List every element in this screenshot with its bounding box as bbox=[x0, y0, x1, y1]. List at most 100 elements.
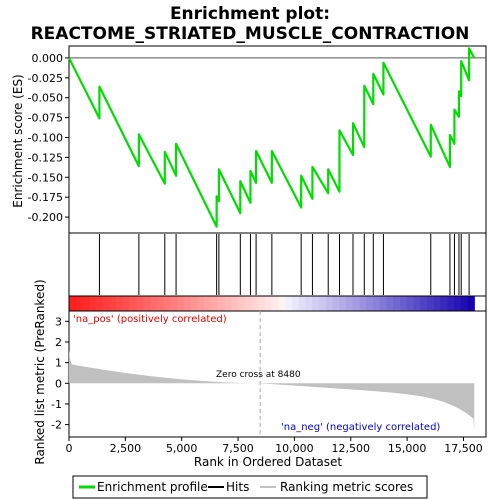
heat-segment bbox=[298, 296, 307, 311]
heat-segment bbox=[399, 296, 408, 311]
heat-segment bbox=[183, 296, 192, 311]
heat-segment bbox=[426, 296, 435, 311]
es-y-axis-label: Enrichment score (ES) bbox=[11, 74, 25, 207]
legend-box bbox=[72, 475, 428, 499]
metric-frame bbox=[68, 310, 487, 438]
metric-y-tick-label: -1 bbox=[51, 398, 62, 411]
heat-segment bbox=[345, 296, 354, 311]
heat-segment bbox=[372, 296, 381, 311]
heat-segment bbox=[447, 296, 455, 311]
heat-segment bbox=[258, 296, 266, 311]
ranked-metric-panel: 3 2 1 0 -1 -2 0 2,500 5,000 7,500 10,000 12,500 15,0… bbox=[51, 310, 487, 455]
neg-correlated-label: 'na_neg' (negatively correlated) bbox=[281, 422, 440, 433]
heat-segment bbox=[420, 296, 428, 311]
heat-segment bbox=[177, 296, 185, 311]
heat-segment bbox=[264, 296, 273, 311]
x-tick-label: 5,000 bbox=[166, 442, 198, 455]
heat-segment bbox=[352, 296, 361, 311]
heat-segment bbox=[102, 296, 111, 311]
rank-heatmap-bar bbox=[68, 295, 487, 312]
heat-segment bbox=[271, 296, 279, 311]
heat-segment bbox=[244, 296, 252, 311]
heat-segment bbox=[278, 296, 286, 311]
heat-segment bbox=[210, 296, 219, 311]
heat-segment bbox=[332, 296, 340, 311]
zero-cross-label: Zero cross at 8480 bbox=[216, 370, 301, 380]
metric-y-tick-label: 0 bbox=[55, 377, 62, 390]
heat-segment bbox=[318, 296, 327, 311]
chart-title-line1: Enrichment plot: bbox=[170, 4, 330, 24]
es-y-tick-label: -0.200 bbox=[28, 211, 63, 224]
heat-segment bbox=[163, 296, 171, 311]
metric-y-tick-label: -2 bbox=[51, 419, 62, 432]
hits-panel bbox=[68, 232, 487, 297]
heat-segment bbox=[123, 296, 131, 311]
heat-segment bbox=[454, 296, 462, 311]
heat-segment bbox=[325, 296, 334, 311]
x-tick-label: 17,500 bbox=[444, 442, 483, 455]
metric-y-tick-label: 2 bbox=[55, 336, 62, 349]
heat-segment bbox=[291, 296, 300, 311]
metric-y-tick-label: 1 bbox=[55, 357, 62, 370]
heat-segment bbox=[75, 296, 84, 311]
legend-label-enrichment-profile: Enrichment profile bbox=[97, 480, 208, 494]
enrichment-profile-line bbox=[68, 47, 476, 228]
heat-segment bbox=[170, 296, 178, 311]
x-axis-label: Rank in Ordered Dataset bbox=[194, 455, 342, 469]
heat-segment bbox=[379, 296, 388, 311]
es-y-tick-label: -0.025 bbox=[28, 72, 63, 85]
heat-segment bbox=[386, 296, 394, 311]
heat-segment bbox=[156, 296, 165, 311]
heat-segment bbox=[406, 296, 415, 311]
heat-segment bbox=[359, 296, 367, 311]
heat-segment bbox=[143, 296, 151, 311]
pos-correlated-label: 'na_pos' (positively correlated) bbox=[73, 314, 227, 325]
heat-segment bbox=[460, 296, 469, 311]
heat-segment bbox=[339, 296, 347, 311]
es-plot-frame bbox=[68, 45, 487, 234]
heat-segment bbox=[150, 296, 158, 311]
heat-segment bbox=[204, 296, 212, 311]
x-tick-label: 7,500 bbox=[222, 442, 254, 455]
heat-segment bbox=[305, 296, 313, 311]
x-tick-label: 10,000 bbox=[275, 442, 314, 455]
heat-segment bbox=[197, 296, 205, 311]
heat-segment bbox=[237, 296, 246, 311]
heat-segment bbox=[190, 296, 198, 311]
legend-label-hits: Hits bbox=[226, 480, 249, 494]
es-y-tick-label: 0.000 bbox=[32, 52, 64, 65]
es-y-tick-label: -0.175 bbox=[28, 191, 63, 204]
heat-segment bbox=[116, 296, 124, 311]
heat-segment bbox=[69, 296, 77, 311]
heat-segment bbox=[393, 296, 401, 311]
heat-segment bbox=[217, 296, 225, 311]
heat-segment bbox=[467, 296, 475, 311]
heat-segment bbox=[231, 296, 239, 311]
heat-segment bbox=[129, 296, 138, 311]
es-y-tick-label: -0.150 bbox=[28, 171, 63, 184]
heat-segment bbox=[440, 296, 448, 311]
heat-segment bbox=[96, 296, 104, 311]
legend: Enrichment profile Hits Ranking metric s… bbox=[72, 475, 428, 499]
heat-segment bbox=[413, 296, 421, 311]
heat-segment bbox=[89, 296, 97, 311]
x-tick-label: 15,000 bbox=[388, 442, 427, 455]
heat-segment bbox=[312, 296, 320, 311]
heat-segment bbox=[82, 296, 90, 311]
hits-frame bbox=[68, 232, 487, 297]
heat-segment bbox=[433, 296, 442, 311]
x-tick-label: 12,500 bbox=[332, 442, 371, 455]
metric-y-axis-label: Ranked list metric (PreRanked) bbox=[33, 279, 47, 464]
heat-segment bbox=[285, 296, 293, 311]
legend-label-ranking-metric: Ranking metric scores bbox=[280, 480, 413, 494]
x-tick-label: 0 bbox=[66, 442, 73, 455]
heat-segment bbox=[109, 296, 117, 311]
es-y-tick-label: -0.050 bbox=[28, 92, 63, 105]
heat-segment bbox=[366, 296, 374, 311]
metric-y-tick-label: 3 bbox=[55, 315, 62, 328]
heat-segment bbox=[251, 296, 259, 311]
heat-segment bbox=[224, 296, 232, 311]
ranking-metric-area bbox=[69, 350, 475, 431]
es-y-tick-label: -0.125 bbox=[28, 151, 63, 164]
